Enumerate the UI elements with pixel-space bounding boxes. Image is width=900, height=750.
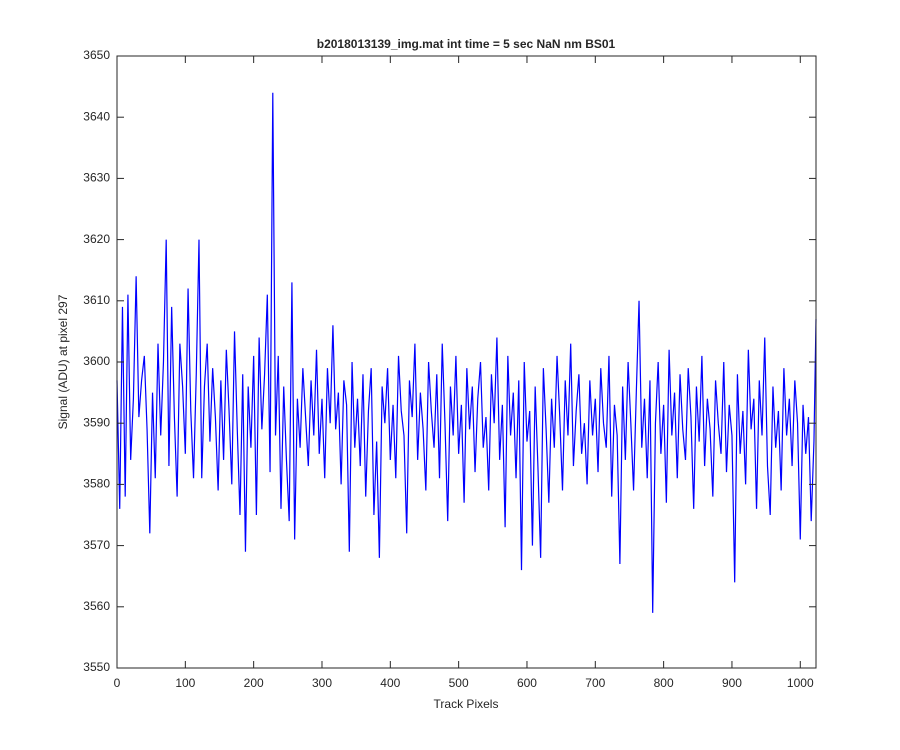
y-tick-label: 3590 [83,415,110,429]
x-axis-label: Track Pixels [434,697,499,711]
y-tick-label: 3600 [83,354,110,368]
y-tick-label: 3550 [83,660,110,674]
x-tick-label: 800 [654,676,674,690]
y-axis-label: Signal (ADU) at pixel 297 [56,294,70,429]
y-tick-label: 3610 [83,293,110,307]
x-tick-label: 500 [449,676,469,690]
data-line [116,92,817,613]
x-tick-label: 1000 [787,676,814,690]
x-tick-label: 600 [517,676,537,690]
x-tick-label: 0 [114,676,121,690]
y-tick-label: 3630 [83,171,110,185]
x-tick-label: 700 [585,676,605,690]
x-tick-label: 300 [312,676,332,690]
y-tick-label: 3570 [83,538,110,552]
y-tick-label: 3640 [83,109,110,123]
x-tick-label: 900 [722,676,742,690]
x-tick-label: 200 [244,676,264,690]
x-tick-label: 400 [380,676,400,690]
x-tick-label: 100 [175,676,195,690]
y-tick-label: 3560 [83,599,110,613]
y-tick-label: 3620 [83,232,110,246]
y-tick-label: 3650 [83,48,110,62]
chart-title: b2018013139_img.mat int time = 5 sec NaN… [317,37,616,51]
y-tick-label: 3580 [83,477,110,491]
